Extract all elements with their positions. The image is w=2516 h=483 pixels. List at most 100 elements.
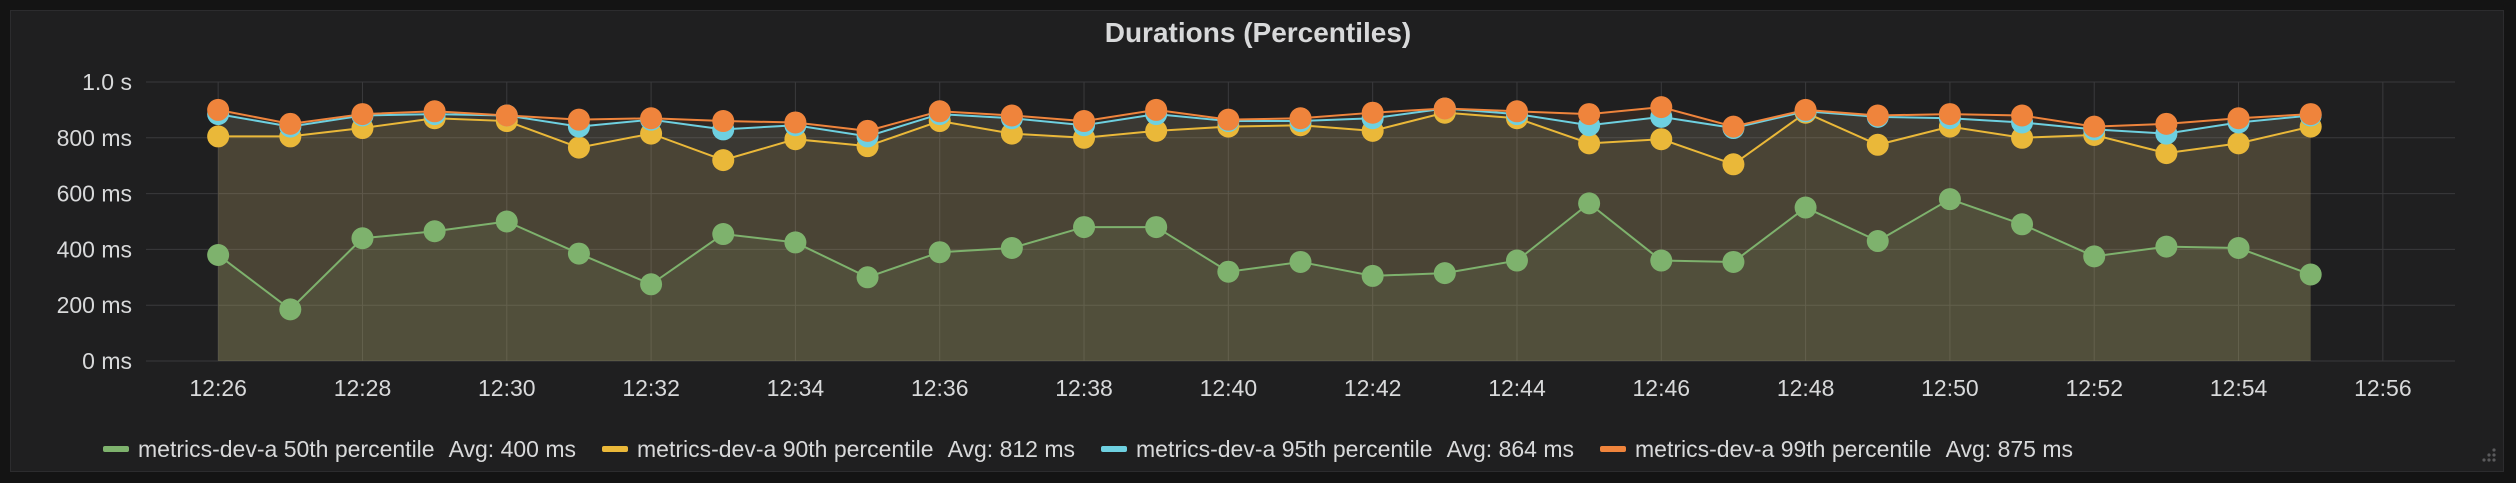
data-point (2299, 263, 2322, 286)
x-tick-label: 12:30 (478, 375, 536, 401)
legend-item-p99[interactable]: metrics-dev-a 99th percentile Avg: 875 m… (1600, 436, 2073, 463)
data-point (1794, 98, 1817, 121)
data-point (1145, 216, 1168, 239)
data-point (1722, 153, 1745, 176)
x-tick-label: 12:36 (911, 375, 969, 401)
series-points (207, 96, 2322, 321)
data-point (784, 111, 807, 134)
legend-avg: Avg: 400 ms (448, 435, 576, 462)
data-point (856, 119, 879, 142)
data-point (423, 100, 446, 123)
y-tick-label: 400 ms (57, 236, 132, 262)
x-tick-label: 12:54 (2210, 375, 2268, 401)
data-point (784, 231, 807, 254)
data-point (1866, 230, 1889, 253)
legend-swatch-p99 (1600, 446, 1626, 452)
series-line-1 (218, 111, 2311, 166)
data-point (1578, 132, 1601, 155)
data-point (1361, 264, 1384, 287)
data-point (1866, 133, 1889, 156)
data-point (1578, 103, 1601, 126)
y-axis: 0 ms 200 ms 400 ms 600 ms 800 ms 1.0 s (57, 69, 132, 374)
data-point (279, 112, 302, 135)
legend-item-p50[interactable]: metrics-dev-a 50th percentile Avg: 400 m… (103, 436, 576, 463)
x-tick-label: 12:44 (1488, 375, 1546, 401)
data-point (207, 243, 230, 266)
data-point (2011, 126, 2034, 149)
data-point (567, 108, 590, 131)
legend-label: metrics-dev-a 90th percentile (637, 435, 934, 462)
data-point (1073, 110, 1096, 133)
legend-swatch-p95 (1101, 446, 1127, 452)
data-point (1000, 237, 1023, 260)
x-tick-label: 12:32 (622, 375, 680, 401)
data-point (1866, 104, 1889, 127)
series-line-0 (217, 198, 2312, 311)
data-point (279, 298, 302, 321)
resize-handle-icon[interactable] (2477, 445, 2497, 465)
x-tick-label: 12:48 (1777, 375, 1835, 401)
legend-avg: Avg: 875 ms (1945, 435, 2073, 462)
data-point (2011, 213, 2034, 236)
data-point (1217, 260, 1240, 283)
y-tick-label: 600 ms (57, 181, 132, 207)
y-tick-label: 200 ms (57, 292, 132, 318)
legend-item-p95[interactable]: metrics-dev-a 95th percentile Avg: 864 m… (1101, 436, 1574, 463)
data-point (1938, 103, 1961, 126)
legend-swatch-p50 (103, 446, 129, 452)
data-point (1650, 128, 1673, 151)
data-point (712, 149, 735, 172)
legend-item-p90[interactable]: metrics-dev-a 90th percentile Avg: 812 m… (602, 436, 1075, 463)
line-chart[interactable]: Durations (Percentiles) 0 ms 200 ms 400 ms… (11, 11, 2505, 431)
data-point (2227, 132, 2250, 155)
data-point (207, 98, 230, 121)
data-point (1722, 250, 1745, 273)
data-point (1433, 262, 1456, 285)
data-point (856, 266, 879, 289)
legend-avg: Avg: 812 ms (947, 435, 1075, 462)
series-areas (218, 107, 2311, 361)
data-point (712, 223, 735, 246)
series-area-3 (218, 107, 2311, 361)
x-tick-label: 12:52 (2065, 375, 2123, 401)
data-point (567, 136, 590, 159)
data-point (928, 100, 951, 123)
data-point (423, 220, 446, 243)
data-point (1650, 96, 1673, 119)
data-point (2083, 245, 2106, 268)
data-point (495, 104, 518, 127)
data-point (1578, 192, 1601, 215)
series-line-2 (217, 107, 2311, 138)
legend-label: metrics-dev-a 50th percentile (138, 435, 435, 462)
legend: metrics-dev-a 50th percentile Avg: 400 m… (103, 429, 2099, 469)
x-tick-label: 12:50 (1921, 375, 1979, 401)
data-point (2083, 115, 2106, 138)
data-point (495, 210, 518, 233)
data-point (1938, 188, 1961, 211)
legend-avg: Avg: 864 ms (1446, 435, 1574, 462)
data-point (640, 107, 663, 130)
data-point (2155, 112, 2178, 135)
data-point (1000, 104, 1023, 127)
y-tick-label: 800 ms (57, 125, 132, 151)
data-point (1145, 98, 1168, 121)
x-tick-label: 12:38 (1055, 375, 1113, 401)
data-point (1361, 101, 1384, 124)
data-point (207, 125, 230, 148)
x-tick-label: 12:34 (767, 375, 825, 401)
data-point (2011, 104, 2034, 127)
x-tick-label: 12:26 (189, 375, 247, 401)
data-point (1505, 100, 1528, 123)
data-point (2227, 237, 2250, 260)
y-tick-label: 1.0 s (82, 69, 132, 95)
chart-title: Durations (Percentiles) (1105, 17, 1412, 48)
x-tick-label: 12:42 (1344, 375, 1402, 401)
x-tick-label: 12:28 (334, 375, 392, 401)
x-tick-label: 12:56 (2354, 375, 2412, 401)
legend-swatch-p90 (602, 446, 628, 452)
series-area-1 (218, 112, 2311, 361)
data-point (1289, 250, 1312, 273)
data-point (2299, 103, 2322, 126)
data-point (351, 103, 374, 126)
series-line-3 (217, 106, 2311, 132)
